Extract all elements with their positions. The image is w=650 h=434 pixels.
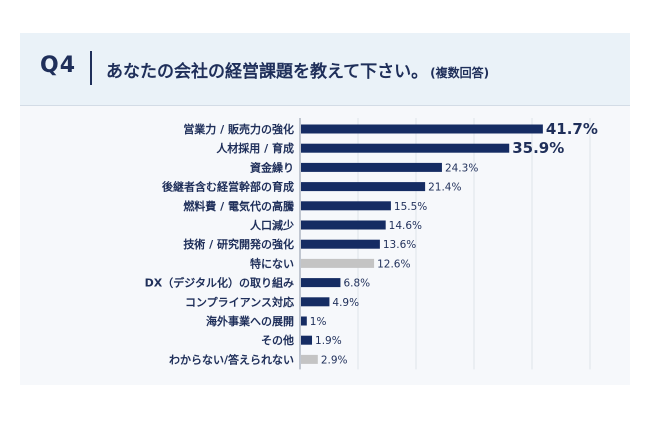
category-label: 技術 / 研究開発の強化 <box>183 237 294 251</box>
value-label: 13.6% <box>383 239 416 251</box>
header-divider <box>90 51 92 85</box>
category-label: コンプライアンス対応 <box>185 295 294 309</box>
value-label: 21.4% <box>428 182 461 194</box>
value-label: 4.9% <box>332 297 359 309</box>
value-label: 14.6% <box>389 220 422 232</box>
bar <box>301 143 510 153</box>
category-label: 人材採用 / 育成 <box>216 141 294 155</box>
bar <box>301 297 330 307</box>
value-label: 1.9% <box>315 335 342 347</box>
bar <box>301 354 318 364</box>
question-card: Q4 あなたの会社の経営課題を教えて下さい。 (複数回答) 営業力 / 販売力の強… <box>20 33 630 385</box>
bar <box>301 182 426 192</box>
bar <box>301 335 313 345</box>
question-header: Q4 あなたの会社の経営課題を教えて下さい。 (複数回答) <box>20 33 630 106</box>
category-label: その他 <box>261 333 294 347</box>
category-label: 特にない <box>250 256 294 270</box>
category-label: 資金繰り <box>250 160 294 174</box>
value-label: 41.7% <box>546 120 598 138</box>
value-label: 12.6% <box>377 258 410 270</box>
category-label: DX（デジタル化）の取り組み <box>145 276 294 290</box>
value-label: 24.3% <box>445 162 478 174</box>
bar <box>301 201 391 211</box>
bar <box>301 124 543 134</box>
question-title-text: あなたの会社の経営課題を教えて下さい。 <box>106 62 429 82</box>
question-note: (複数回答) <box>430 66 490 80</box>
bar-chart: 営業力 / 販売力の強化 41.7% 人材採用 / 育成 35.9% 資金繰り 24.3%… <box>145 118 598 370</box>
bar <box>301 278 341 288</box>
category-label: 営業力 / 販売力の強化 <box>183 122 294 136</box>
value-label: 1% <box>310 316 327 328</box>
value-label: 15.5% <box>394 201 427 213</box>
bar <box>301 258 375 268</box>
value-label: 35.9% <box>512 139 564 157</box>
value-label: 6.8% <box>343 278 370 290</box>
bar <box>301 239 380 249</box>
question-title: あなたの会社の経営課題を教えて下さい。 (複数回答) <box>106 57 489 82</box>
bar <box>301 162 442 172</box>
category-label: 燃料費 / 電気代の高騰 <box>182 199 294 213</box>
category-label: 人口減少 <box>250 218 294 232</box>
bar <box>301 220 386 230</box>
category-label: 後継者含む経営幹部の育成 <box>162 180 294 194</box>
category-label: わからない/答えられない <box>169 352 294 366</box>
question-number: Q4 <box>40 53 77 78</box>
category-label: 海外事業への展開 <box>206 314 294 328</box>
bar <box>301 316 307 326</box>
value-label: 2.9% <box>321 354 348 366</box>
